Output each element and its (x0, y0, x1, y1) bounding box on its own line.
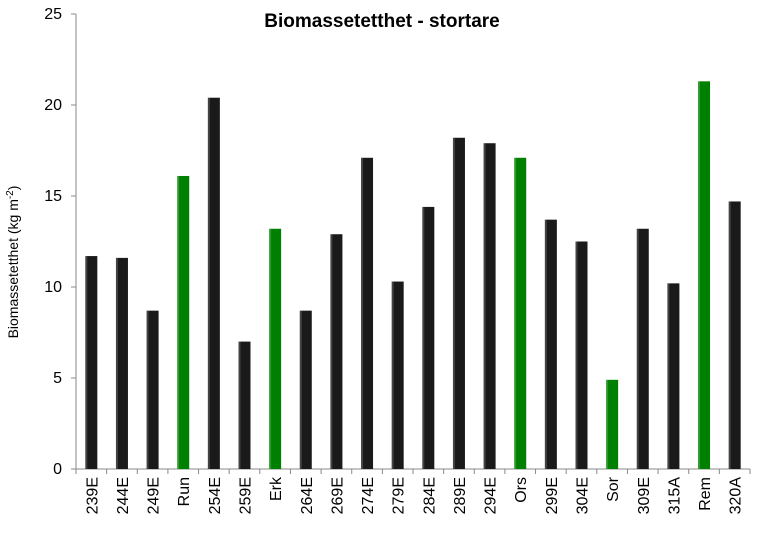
x-tick-label: Run (176, 477, 193, 506)
bar-highlight (514, 157, 517, 469)
x-tick-label: 289E (452, 477, 469, 514)
x-tick-label: 284E (421, 477, 438, 514)
bar-highlight (361, 157, 364, 469)
y-tick-label: 10 (44, 279, 62, 296)
x-tick-label: 299E (544, 477, 561, 514)
bar-highlight (452, 137, 455, 469)
x-tick-label: 244E (115, 477, 132, 514)
bar-289e (452, 137, 465, 469)
bar-299e (544, 219, 557, 469)
x-tick-label: 279E (391, 477, 408, 514)
y-tick-label: 0 (53, 461, 62, 478)
bar-highlight (269, 228, 272, 469)
bar-294e (483, 143, 496, 469)
x-tick-label: 259E (238, 477, 255, 514)
bar-254e (207, 97, 220, 469)
x-tick-label: 294E (483, 477, 500, 514)
y-tick-label: 25 (44, 6, 62, 23)
chart-title: Biomassetetthet - stortare (264, 11, 499, 32)
bar-284e (422, 206, 435, 470)
bar-279e (391, 281, 404, 469)
y-axis-label: Biomassetetthet (kg m-2) (5, 186, 21, 339)
y-axis: 0 5 10 15 20 25 (44, 6, 77, 478)
x-tick-label: 239E (84, 477, 101, 514)
bar-highlight (115, 257, 118, 469)
bar-274e (361, 157, 374, 469)
bar-highlight (299, 310, 302, 469)
bar-sor (606, 379, 619, 469)
x-tick-label: 254E (207, 477, 224, 514)
x-tick-label: Ors (513, 477, 530, 503)
y-tick-label: 15 (44, 188, 62, 205)
bar-erk (269, 228, 282, 469)
bar-highlight (330, 234, 333, 469)
bar-315a (667, 283, 680, 469)
bar-239e (85, 256, 98, 469)
bar-highlight (698, 81, 701, 469)
bar-highlight (207, 97, 210, 469)
bar-304e (575, 241, 588, 469)
bar-highlight (391, 281, 394, 469)
x-tick-label: Sor (605, 476, 622, 502)
bar-rem (698, 81, 711, 469)
bar-highlight (636, 228, 639, 469)
y-tick-label: 20 (44, 97, 62, 114)
bar-264e (299, 310, 312, 469)
bar-highlight (483, 143, 486, 469)
x-tick-label: 320A (728, 477, 745, 515)
x-tick-label: 304E (575, 477, 592, 514)
y-tick-label: 5 (53, 370, 62, 387)
bar-highlight (177, 175, 180, 470)
bar-highlight (606, 379, 609, 469)
bar-259e (238, 341, 251, 469)
bar-highlight (146, 310, 149, 469)
bar-highlight (667, 283, 670, 469)
bar-highlight (728, 201, 731, 469)
x-tick-label: Erk (268, 476, 285, 501)
x-tick-label: 274E (360, 477, 377, 514)
x-tick-label: 309E (636, 477, 653, 514)
bar-249e (146, 310, 159, 469)
bar-highlight (575, 241, 578, 469)
x-tick-label: 264E (299, 477, 316, 514)
x-tick-label: 315A (666, 477, 683, 515)
bar-highlight (85, 256, 88, 469)
bars (85, 81, 741, 470)
x-axis: 239E 244E 249E Run 254E 259E Erk 264E 269E 274E 27… (75, 468, 751, 515)
bar-highlight (422, 206, 425, 470)
bar-ors (514, 157, 527, 469)
bar-269e (330, 234, 343, 469)
x-tick-label: 269E (329, 477, 346, 514)
bar-244e (115, 257, 128, 469)
bar-run (177, 175, 190, 470)
x-tick-label: Rem (697, 477, 714, 511)
bar-309e (636, 228, 649, 469)
bar-highlight (544, 219, 547, 469)
bar-highlight (238, 341, 241, 469)
x-tick-label: 249E (146, 477, 163, 514)
bar-320a (728, 201, 741, 469)
